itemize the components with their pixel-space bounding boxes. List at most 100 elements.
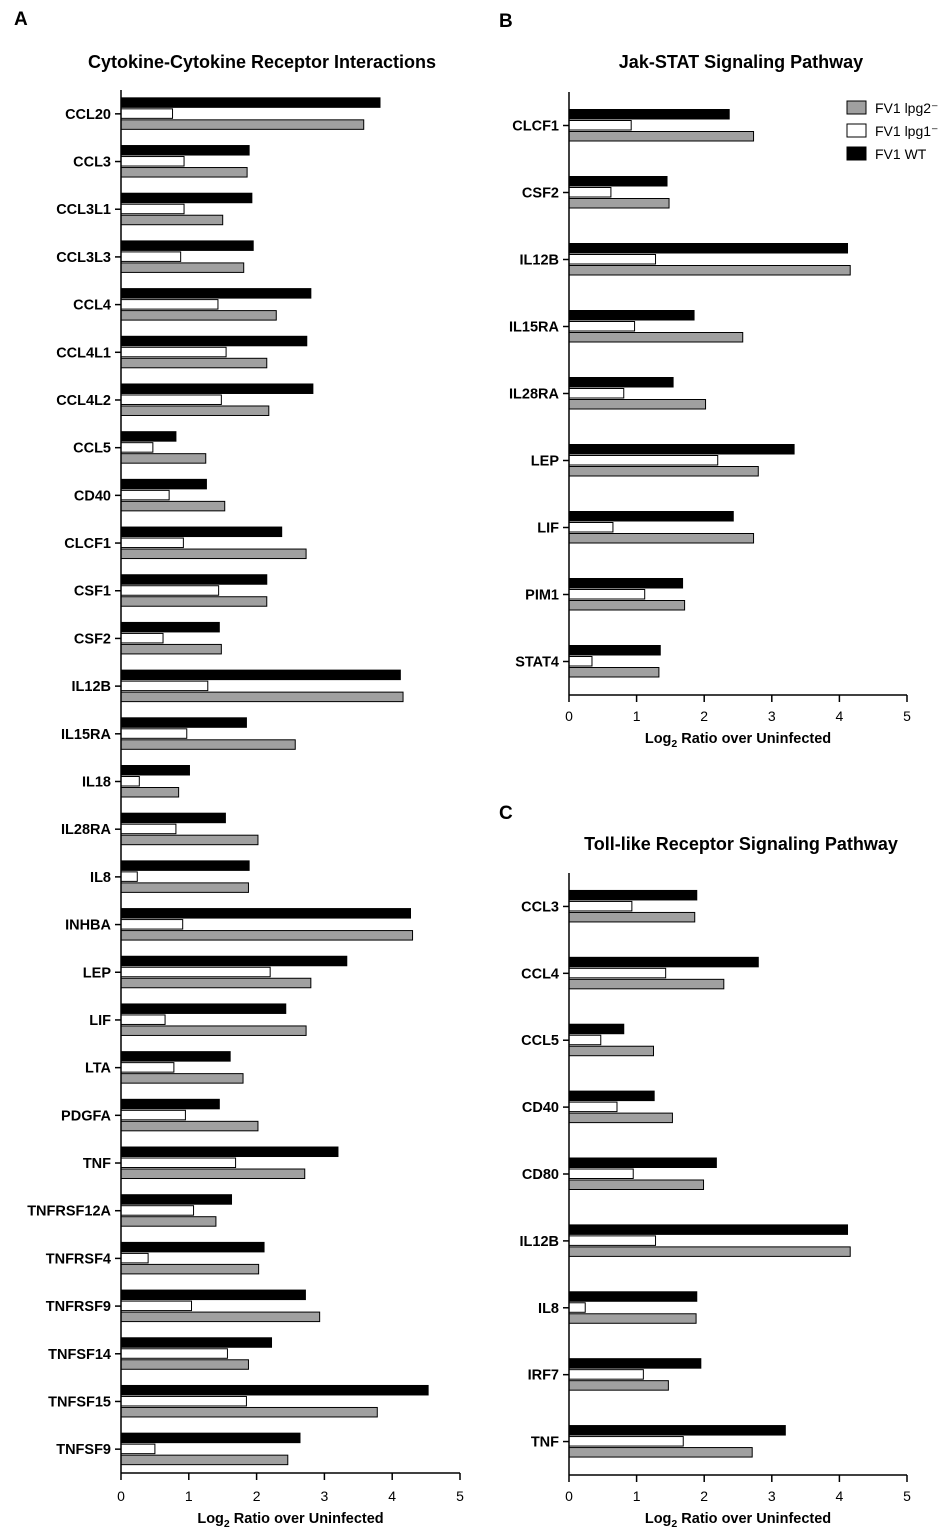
- x-axis-label-c: Log2 Ratio over Uninfected: [645, 1511, 831, 1527]
- bar-a-pdgfa-lpg1: [120, 1109, 186, 1121]
- bar-a-clcf1-lpg1: [120, 537, 184, 549]
- bar-a-lif-wt: [120, 1003, 287, 1014]
- bar-c-ccl3-lpg1: [568, 900, 633, 912]
- bar-a-tnfsf14-lpg2: [120, 1359, 249, 1370]
- bar-a-lep-wt: [120, 955, 348, 967]
- bar-b-stat4-lpg1: [568, 656, 593, 667]
- bar-a-ccl4-lpg2: [120, 310, 277, 321]
- bar-a-tnfrsf12a-lpg2: [120, 1216, 217, 1227]
- xtick-label-b-4: 4: [836, 708, 844, 724]
- bar-b-csf2-wt: [568, 176, 668, 187]
- bar-a-ccl3l3-lpg2: [120, 262, 245, 273]
- category-label-b-clcf1: CLCF1: [512, 119, 559, 135]
- bar-c-irf7-lpg2: [568, 1380, 669, 1391]
- bar-b-pim1-wt: [568, 578, 684, 589]
- bar-a-ccl3-wt: [120, 145, 250, 156]
- bar-a-ccl4l2-wt: [120, 383, 314, 394]
- bar-a-il15ra-lpg1: [120, 728, 188, 739]
- bar-b-il15ra-lpg2: [568, 332, 744, 343]
- panel-c-title: Toll-like Receptor Signaling Pathway: [584, 834, 898, 854]
- bar-a-ccl20-wt: [120, 97, 381, 108]
- xtick-label-a-1: 1: [185, 1488, 193, 1504]
- xtick-label-b-1: 1: [633, 708, 641, 724]
- category-label-c-tnf: TNF: [531, 1435, 559, 1451]
- bar-b-lep-lpg2: [568, 466, 759, 477]
- bar-b-il28ra-lpg1: [568, 388, 625, 399]
- bar-b-lif-lpg1: [568, 522, 614, 533]
- bar-a-pdgfa-lpg2: [120, 1120, 259, 1132]
- category-label-c-il12b: IL12B: [520, 1234, 560, 1250]
- category-label-a-ccl3l3: CCL3L3: [56, 250, 111, 266]
- bar-a-csf1-lpg2: [120, 596, 268, 607]
- panel-a-title: Cytokine-Cytokine Receptor Interactions: [88, 52, 436, 72]
- x-axis-label-a: Log2 Ratio over Uninfected: [197, 1511, 383, 1527]
- bar-c-il12b-lpg1: [568, 1235, 657, 1246]
- category-label-a-tnfsf9: TNFSF9: [56, 1442, 111, 1458]
- bar-a-tnfsf15-wt: [120, 1384, 429, 1396]
- category-label-a-il18: IL18: [82, 775, 111, 791]
- category-label-b-csf2: CSF2: [522, 186, 559, 202]
- category-label-b-pim1: PIM1: [525, 588, 559, 604]
- bar-a-tnfsf15-lpg1: [120, 1395, 247, 1407]
- panel-b-title: Jak-STAT Signaling Pathway: [619, 52, 863, 72]
- bar-a-pdgfa-wt: [120, 1098, 220, 1110]
- category-label-b-lep: LEP: [531, 454, 560, 470]
- bar-a-clcf1-wt: [120, 526, 283, 538]
- category-label-a-ccl3l1: CCL3L1: [56, 202, 111, 218]
- bar-a-csf2-lpg2: [120, 643, 222, 655]
- bar-a-ccl4-lpg1: [120, 299, 219, 310]
- bar-a-lif-lpg1: [120, 1014, 166, 1025]
- bar-a-tnfrsf9-lpg2: [120, 1311, 321, 1323]
- bar-a-clcf1-lpg2: [120, 548, 307, 560]
- category-label-a-pdgfa: PDGFA: [61, 1108, 111, 1124]
- bar-a-ccl3l1-wt: [120, 192, 253, 204]
- bar-c-ccl3-wt: [568, 889, 698, 901]
- bar-c-ccl5-lpg1: [568, 1034, 602, 1046]
- category-label-a-lif: LIF: [89, 1013, 111, 1029]
- bar-b-il12b-lpg1: [568, 254, 657, 265]
- xtick-label-b-2: 2: [700, 708, 708, 724]
- category-label-c-ccl3: CCL3: [521, 899, 559, 915]
- bar-a-csf2-wt: [120, 621, 220, 633]
- bar-c-ccl4-wt: [568, 956, 759, 968]
- bar-c-tnf-lpg2: [568, 1447, 753, 1458]
- bar-c-ccl4-lpg2: [568, 978, 725, 990]
- category-label-a-il28ra: IL28RA: [61, 822, 111, 838]
- bar-b-csf2-lpg1: [568, 187, 612, 198]
- category-label-a-ccl3: CCL3: [73, 155, 111, 171]
- category-label-a-ccl20: CCL20: [65, 107, 111, 123]
- bar-a-il18-wt: [120, 765, 190, 776]
- bar-a-il12b-lpg2: [120, 691, 404, 703]
- bar-c-irf7-wt: [568, 1358, 702, 1369]
- bar-a-cd40-lpg1: [120, 489, 170, 501]
- xtick-label-c-1: 1: [633, 1488, 641, 1504]
- bar-c-il8-lpg1: [568, 1302, 586, 1313]
- bar-a-il18-lpg1: [120, 776, 140, 787]
- bar-b-il15ra-lpg1: [568, 321, 636, 332]
- category-label-a-inhba: INHBA: [65, 918, 111, 934]
- category-label-a-il12b: IL12B: [72, 679, 112, 695]
- bar-a-ccl20-lpg2: [120, 119, 365, 130]
- category-label-a-clcf1: CLCF1: [64, 536, 111, 552]
- legend-swatch-lpg1: [846, 123, 867, 138]
- xtick-label-c-4: 4: [836, 1488, 844, 1504]
- bar-b-pim1-lpg1: [568, 589, 646, 600]
- bar-a-ccl5-lpg1: [120, 442, 154, 453]
- bar-a-tnfsf9-lpg2: [120, 1454, 289, 1466]
- category-label-b-lif: LIF: [537, 521, 559, 537]
- category-label-b-il12b: IL12B: [520, 253, 560, 269]
- xtick-label-a-2: 2: [253, 1488, 261, 1504]
- bar-a-cd40-lpg2: [120, 500, 226, 512]
- category-label-a-lep: LEP: [83, 965, 112, 981]
- bar-b-lif-lpg2: [568, 533, 755, 544]
- bar-c-il8-wt: [568, 1291, 698, 1302]
- category-label-a-ccl4l1: CCL4L1: [56, 345, 111, 361]
- category-label-a-tnfsf15: TNFSF15: [48, 1394, 111, 1410]
- bar-a-ccl4l2-lpg2: [120, 405, 270, 416]
- panel-a: A Cytokine-Cytokine Receptor Interactions…: [14, 9, 464, 1527]
- bar-a-il15ra-lpg2: [120, 739, 296, 750]
- panel-a-letter: A: [14, 9, 28, 30]
- category-label-c-cd80: CD80: [522, 1167, 559, 1183]
- xtick-label-b-3: 3: [768, 708, 776, 724]
- bar-a-tnfsf9-lpg1: [120, 1443, 156, 1455]
